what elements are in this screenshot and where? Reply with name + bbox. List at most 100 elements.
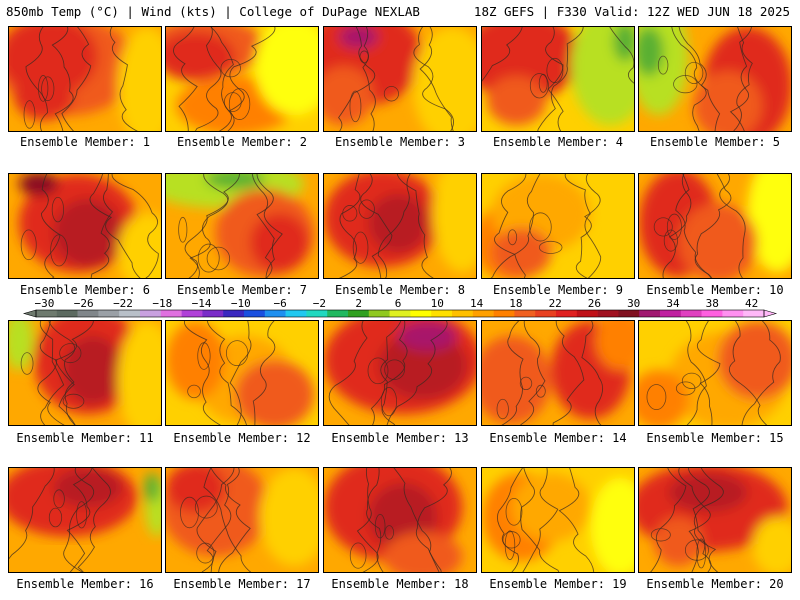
- colorbar-tick-label: 6: [395, 297, 402, 310]
- panel-label: Ensemble Member: 19: [489, 577, 627, 591]
- panel-label: Ensemble Member: 16: [16, 577, 154, 591]
- colorbar-swatch: [493, 310, 515, 317]
- map-panel: [481, 26, 635, 132]
- temperature-field: [639, 468, 791, 572]
- map-panel: [165, 173, 319, 279]
- colorbar-swatch: [722, 310, 744, 317]
- temperature-field: [482, 468, 634, 572]
- temperature-field: [9, 468, 161, 572]
- colorbar-tick-label: 26: [588, 297, 601, 310]
- colorbar-swatch: [660, 310, 682, 317]
- colorbar-swatch: [701, 310, 723, 317]
- panel-label: Ensemble Member: 9: [492, 283, 624, 297]
- temperature-field: [639, 27, 791, 131]
- colorbar-swatch: [181, 310, 203, 317]
- colorbar-swatch: [202, 310, 224, 317]
- colorbar-swatch: [285, 310, 307, 317]
- panel-label: Ensemble Member: 17: [173, 577, 311, 591]
- map-panel: [8, 467, 162, 573]
- colorbar-tick-label: −26: [74, 297, 94, 310]
- colorbar-swatch: [327, 310, 349, 317]
- colorbar-swatch: [264, 310, 286, 317]
- temperature-field: [166, 27, 318, 131]
- temperature-field: [9, 174, 161, 278]
- colorbar-tick-label: −30: [34, 297, 54, 310]
- map-panel: [481, 320, 635, 426]
- colorbar-right-arrow: [763, 309, 778, 318]
- map-panel: [8, 320, 162, 426]
- panel-label: Ensemble Member: 6: [19, 283, 151, 297]
- colorbar-tick-label: −10: [231, 297, 251, 310]
- panel-label: Ensemble Member: 4: [492, 135, 624, 149]
- map-panel: [638, 467, 792, 573]
- temperature-field: [324, 468, 476, 572]
- colorbar-tick-label: 14: [470, 297, 484, 310]
- map-panel: [8, 26, 162, 132]
- temperature-field: [482, 321, 634, 425]
- colorbar-tick-label: 34: [666, 297, 680, 310]
- colorbar-swatch: [514, 310, 536, 317]
- colorbar-swatch: [597, 310, 619, 317]
- map-panel: [638, 173, 792, 279]
- colorbar-tick-label: −18: [152, 297, 172, 310]
- colorbar-swatch: [244, 310, 266, 317]
- temperature-field: [9, 321, 161, 425]
- temperature-field: [9, 27, 161, 131]
- colorbar-swatch: [348, 310, 370, 317]
- map-panel: [638, 26, 792, 132]
- colorbar-swatch: [410, 310, 432, 317]
- title-left: 850mb Temp (°C) | Wind (kts) | College o…: [6, 4, 420, 19]
- temperature-field: [482, 27, 634, 131]
- panel-label: Ensemble Member: 11: [16, 431, 154, 445]
- map-panel: [638, 320, 792, 426]
- colorbar-tick-label: 2: [355, 297, 362, 310]
- panel-label: Ensemble Member: 10: [646, 283, 784, 297]
- colorbar-tick-label: −6: [273, 297, 286, 310]
- temperature-field: [639, 321, 791, 425]
- colorbar-tick-label: 38: [706, 297, 719, 310]
- colorbar-swatch: [576, 310, 598, 317]
- panel-label: Ensemble Member: 18: [331, 577, 469, 591]
- temperature-field: [324, 321, 476, 425]
- colorbar: −30 −26 −22 −18 −14 −10 −6 −2 2 6 10 14 18 22 26 30 34 38…: [22, 297, 778, 318]
- colorbar-tick-label: 22: [549, 297, 562, 310]
- colorbar-swatch: [119, 310, 141, 317]
- panel-label: Ensemble Member: 12: [173, 431, 311, 445]
- colorbar-swatch: [472, 310, 494, 317]
- temperature-field: [482, 174, 634, 278]
- colorbar-swatch: [743, 310, 765, 317]
- temperature-field: [324, 27, 476, 131]
- colorbar-swatch: [140, 310, 162, 317]
- map-panel: [481, 467, 635, 573]
- panel-label: Ensemble Member: 8: [334, 283, 466, 297]
- panel-label: Ensemble Member: 7: [176, 283, 308, 297]
- panel-label: Ensemble Member: 5: [649, 135, 781, 149]
- panel-label: Ensemble Member: 13: [331, 431, 469, 445]
- temperature-field: [639, 174, 791, 278]
- colorbar-swatch: [535, 310, 557, 317]
- colorbar-tick-label: −14: [192, 297, 212, 310]
- colorbar-swatch: [98, 310, 120, 317]
- colorbar-swatch: [36, 310, 58, 317]
- colorbar-swatch: [431, 310, 453, 317]
- panel-label: Ensemble Member: 2: [176, 135, 308, 149]
- colorbar-swatch: [389, 310, 411, 317]
- colorbar-tick-label: 30: [627, 297, 640, 310]
- colorbar-tick-label: −22: [113, 297, 133, 310]
- map-panel: [165, 26, 319, 132]
- panel-label: Ensemble Member: 1: [19, 135, 151, 149]
- colorbar-swatch: [306, 310, 328, 317]
- colorbar-swatch: [223, 310, 245, 317]
- colorbar-swatch: [368, 310, 390, 317]
- map-panel: [323, 320, 477, 426]
- colorbar-swatch: [452, 310, 474, 317]
- panel-label: Ensemble Member: 20: [646, 577, 784, 591]
- colorbar-tick-label: 10: [431, 297, 444, 310]
- colorbar-swatch: [639, 310, 661, 317]
- map-panel: [323, 173, 477, 279]
- map-panel: [481, 173, 635, 279]
- colorbar-swatch: [618, 310, 640, 317]
- panel-label: Ensemble Member: 15: [646, 431, 784, 445]
- temperature-field: [166, 174, 318, 278]
- title-right: 18Z GEFS | F330 Valid: 12Z WED JUN 18 20…: [473, 4, 790, 19]
